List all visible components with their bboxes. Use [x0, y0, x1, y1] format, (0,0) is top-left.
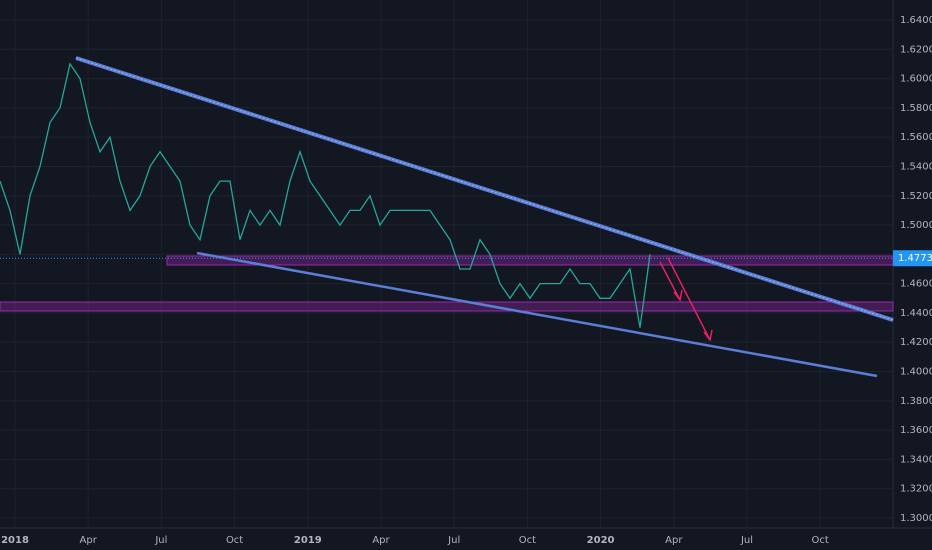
x-tick-label: Jul [154, 535, 167, 546]
y-tick-label: 1.34000 [900, 454, 932, 465]
x-tick-label: Oct [812, 535, 829, 546]
y-tick-label: 1.30000 [900, 513, 932, 524]
price-line [0, 62, 651, 328]
trend-line [196, 251, 878, 378]
zone [166, 255, 894, 266]
last-price-box [893, 250, 932, 267]
y-tick-label: 1.36000 [900, 425, 932, 436]
y-tick-label: 1.44000 [900, 308, 932, 319]
arrow [667, 257, 713, 342]
y-tick-label: 1.40000 [900, 367, 932, 378]
y-tick-label: 1.62000 [900, 44, 932, 55]
y-tick-label: 1.50000 [900, 220, 932, 231]
x-tick-label: Apr [372, 535, 390, 546]
y-tick-label: 1.32000 [900, 484, 932, 495]
y-tick-label: 1.64000 [900, 15, 932, 26]
y-tick-label: 1.60000 [900, 74, 932, 85]
x-tick-label: Jul [447, 535, 460, 546]
x-tick-label: Apr [665, 535, 683, 546]
arrow [659, 261, 683, 302]
x-tick-label: 2020 [587, 535, 615, 546]
y-tick-label: 1.46000 [900, 279, 932, 290]
y-tick-label: 1.56000 [900, 132, 932, 143]
x-tick-label: 2018 [1, 535, 29, 546]
y-tick-label: 1.38000 [900, 396, 932, 407]
y-tick-label: 1.58000 [900, 103, 932, 114]
zone [0, 301, 894, 312]
trend-line [75, 57, 894, 321]
x-tick-label: 2019 [294, 535, 322, 546]
x-tick-label: Oct [226, 535, 243, 546]
last-price-label: 1.47734 [898, 253, 932, 264]
y-tick-label: 1.52000 [900, 191, 932, 202]
x-tick-label: Apr [80, 535, 98, 546]
x-tick-label: Jul [740, 535, 753, 546]
x-tick-label: Oct [519, 535, 536, 546]
y-tick-label: 1.42000 [900, 337, 932, 348]
y-tick-label: 1.54000 [900, 161, 932, 172]
